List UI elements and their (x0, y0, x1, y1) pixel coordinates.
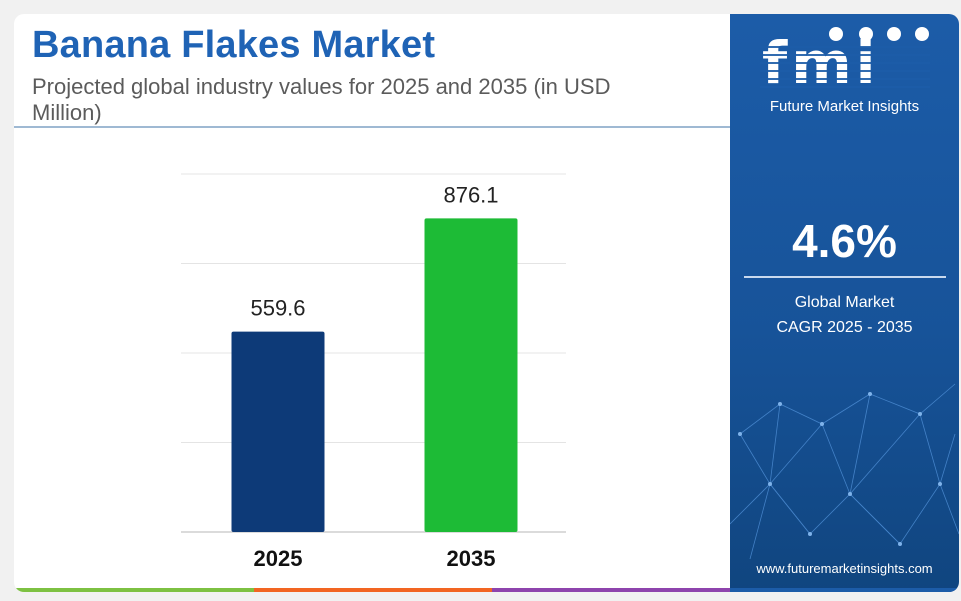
cagr-label-line2: CAGR 2025 - 2035 (776, 319, 913, 336)
infographic-card: Banana Flakes Market Projected global in… (14, 14, 959, 592)
footer-strip-blue (730, 588, 959, 592)
website-url: www.futuremarketinsights.com (756, 561, 933, 576)
footer-strip-green (14, 588, 254, 592)
sidebar-panel: fmi Future Market Insights 4.6% Global M… (730, 14, 959, 592)
bar-2035 (424, 218, 518, 532)
chart-subtitle: Projected global industry values for 202… (32, 74, 611, 125)
x-tick-2035: 2035 (447, 546, 496, 571)
logo-text: Future Market Insights (769, 98, 920, 115)
value-label-2035: 876.1 (443, 182, 498, 207)
footer-strip-orange (254, 588, 492, 592)
footer-strip-purple (492, 588, 730, 592)
value-label-2025: 559.6 (250, 296, 305, 321)
logo-figures-icon (829, 27, 929, 41)
header-divider (14, 126, 730, 128)
x-tick-2025: 2025 (254, 546, 303, 571)
bar-2025 (231, 331, 325, 532)
chart-title: Banana Flakes Market (32, 24, 436, 66)
bar-chart: 559.6 876.1 2025 2035 (181, 173, 566, 571)
cagr-label: Global Market CAGR 2025 - 2035 (730, 290, 959, 340)
cagr-value: 4.6% (792, 215, 897, 267)
network-pattern (730, 383, 959, 560)
cagr-divider (744, 276, 946, 278)
x-tick-labels: 2025 2035 (254, 546, 496, 571)
bars (231, 218, 518, 532)
cagr-label-line1: Global Market (794, 294, 895, 311)
value-labels: 559.6 876.1 (250, 182, 498, 320)
